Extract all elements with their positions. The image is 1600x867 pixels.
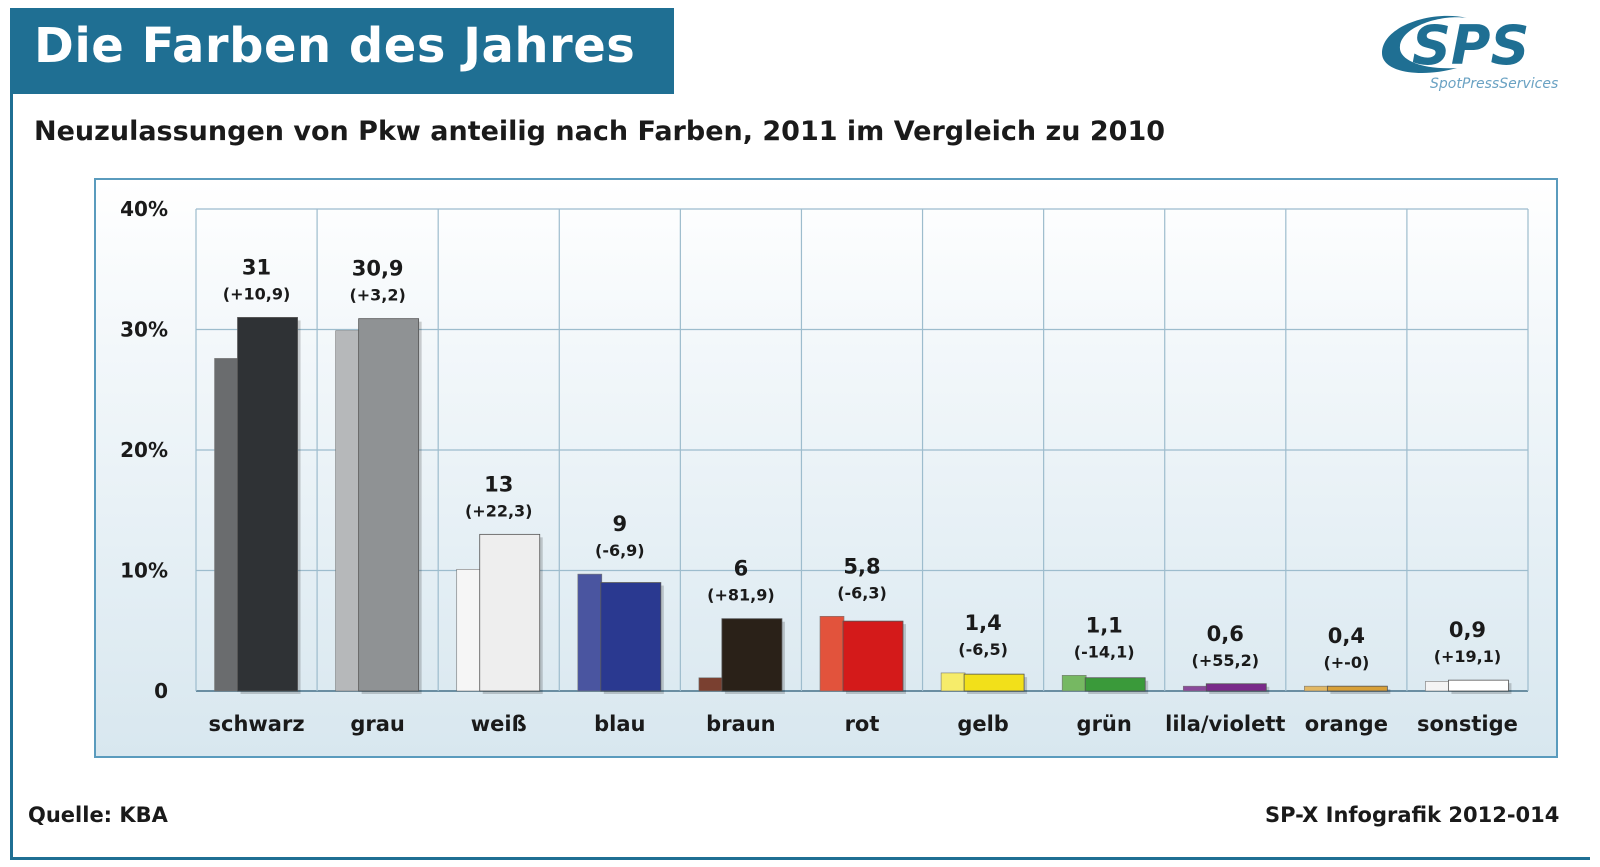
category-label: grau bbox=[350, 712, 405, 736]
y-tick-label: 30% bbox=[120, 318, 168, 342]
logo-tagline: SpotPressServices bbox=[1430, 76, 1559, 92]
category-label: schwarz bbox=[209, 712, 305, 736]
bar-2011-2 bbox=[479, 533, 541, 692]
value-label: 6 bbox=[734, 557, 749, 581]
bar-2011-0 bbox=[237, 317, 298, 692]
bar-2010-5 bbox=[819, 615, 845, 692]
y-tick-label: 20% bbox=[120, 438, 168, 462]
y-tick-label: 0 bbox=[154, 679, 168, 703]
bar-2011-9 bbox=[1326, 685, 1388, 692]
bar-2011-10 bbox=[1448, 679, 1509, 692]
bar-2011-6 bbox=[963, 673, 1025, 692]
change-label: (+55,2) bbox=[1192, 651, 1260, 670]
value-label: 5,8 bbox=[843, 554, 880, 578]
bar-2010-0 bbox=[214, 358, 239, 692]
bar-2011-5 bbox=[842, 620, 904, 692]
title-bar: Die Farben des Jahres bbox=[10, 8, 674, 94]
y-tick-label: 40% bbox=[120, 197, 168, 221]
bar-2010-9 bbox=[1304, 685, 1329, 692]
sps-logo: SPS SpotPressServices bbox=[1372, 8, 1592, 98]
frame-left-border bbox=[10, 60, 13, 860]
change-label: (+3,2) bbox=[349, 286, 405, 305]
bar-2011-7 bbox=[1084, 677, 1146, 692]
category-label: braun bbox=[706, 712, 775, 736]
bar-2010-6 bbox=[940, 672, 966, 692]
chart-labels: 0 10% 20% 30% 40% 31 (+10,9) schwarz 30,9 (+3,2) g… bbox=[120, 197, 1518, 736]
value-label: 1,4 bbox=[964, 611, 1001, 635]
bar-2010-2 bbox=[456, 568, 482, 692]
page-title: Die Farben des Jahres bbox=[34, 18, 636, 74]
change-label: (-14,1) bbox=[1074, 642, 1135, 661]
bar-2010-1 bbox=[335, 330, 360, 692]
change-label: (+81,9) bbox=[707, 586, 775, 605]
category-label: sonstige bbox=[1417, 712, 1518, 736]
credit-label: SP-X Infografik 2012-014 bbox=[1265, 803, 1560, 827]
bar-2010-4 bbox=[698, 677, 724, 692]
chart-bars bbox=[214, 317, 1512, 694]
value-label: 31 bbox=[242, 255, 271, 279]
bar-2010-10 bbox=[1425, 681, 1450, 692]
change-label: (-6,5) bbox=[958, 640, 1008, 659]
category-label: blau bbox=[594, 712, 645, 736]
value-label: 9 bbox=[613, 512, 628, 536]
category-label: orange bbox=[1305, 712, 1388, 736]
sps-logo-icon: SPS bbox=[1382, 14, 1529, 77]
bar-2011-1 bbox=[358, 318, 420, 692]
chart-panel: 0 10% 20% 30% 40% 31 (+10,9) schwarz 30,9 (+3,2) g… bbox=[94, 178, 1558, 758]
bar-2010-8 bbox=[1182, 685, 1208, 692]
category-label: weiß bbox=[471, 712, 527, 736]
value-label: 13 bbox=[484, 472, 513, 496]
change-label: (-6,9) bbox=[595, 541, 645, 560]
change-label: (+19,1) bbox=[1434, 647, 1502, 666]
source-label: Quelle: KBA bbox=[28, 803, 168, 827]
bar-2010-3 bbox=[577, 573, 603, 692]
bar-chart: 0 10% 20% 30% 40% 31 (+10,9) schwarz 30,9 (+3,2) g… bbox=[120, 197, 1529, 736]
chart-subtitle: Neuzulassungen von Pkw anteilig nach Far… bbox=[34, 116, 1166, 147]
value-label: 0,9 bbox=[1449, 618, 1486, 642]
value-label: 30,9 bbox=[352, 257, 404, 281]
change-label: (+-0) bbox=[1323, 653, 1369, 672]
bar-2010-7 bbox=[1061, 675, 1087, 692]
y-tick-label: 10% bbox=[120, 559, 168, 583]
change-label: (+10,9) bbox=[223, 284, 291, 303]
category-label: gelb bbox=[957, 712, 1009, 736]
frame-bottom-border bbox=[10, 857, 1590, 860]
value-label: 1,1 bbox=[1086, 613, 1123, 637]
change-label: (+22,3) bbox=[465, 501, 533, 520]
bar-2011-4 bbox=[721, 618, 783, 692]
change-label: (-6,3) bbox=[837, 583, 887, 602]
logo-text: SPS bbox=[1412, 14, 1529, 77]
bar-2011-8 bbox=[1205, 683, 1267, 692]
value-label: 0,4 bbox=[1328, 624, 1365, 648]
bar-shadow-9 bbox=[1330, 689, 1391, 694]
bar-2011-3 bbox=[600, 582, 662, 692]
category-label: grün bbox=[1077, 712, 1132, 736]
category-label: lila/violett bbox=[1165, 712, 1285, 736]
category-label: rot bbox=[845, 712, 880, 736]
value-label: 0,6 bbox=[1207, 622, 1244, 646]
